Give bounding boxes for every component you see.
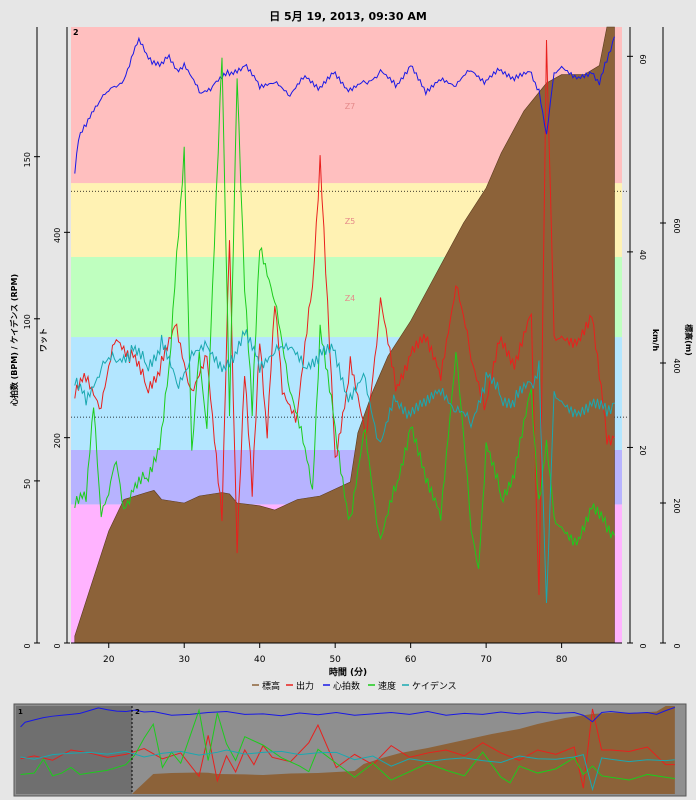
data-series — [74, 26, 615, 644]
overview-line — [20, 749, 675, 792]
chart-title: 日 5月 19, 2013, 09:30 AM — [269, 10, 427, 23]
hr_cad-tick-label: 150 — [23, 152, 32, 167]
watts-axis-label: ワット — [39, 328, 48, 352]
x-tick-label: 60 — [405, 655, 417, 665]
overview-line — [20, 706, 676, 728]
altitude-tick-label: 600 — [672, 218, 681, 233]
series-area-altitude — [74, 26, 615, 644]
legend-entry: 心拍数 — [333, 680, 360, 692]
hr_cad-tick-label: 50 — [23, 479, 32, 489]
zone-label: Z5 — [345, 217, 356, 226]
interval-marker: 2 — [73, 28, 79, 37]
speed-axis-label: km/h — [651, 329, 660, 352]
speed-tick-label: 60 — [638, 54, 647, 64]
legend-entry: ケイデンス — [412, 680, 457, 692]
altitude-tick-label: 200 — [672, 498, 681, 513]
legend-entry: 標高 — [262, 680, 280, 692]
watts-tick-label: 400 — [53, 228, 62, 243]
overview-marker: 1 — [18, 708, 23, 716]
x-tick-label: 50 — [329, 655, 341, 665]
overview-line — [20, 708, 675, 789]
altitude-tick-label: 0 — [672, 643, 681, 648]
series-line — [74, 36, 615, 174]
x-tick-label: 40 — [254, 655, 266, 665]
speed-tick-label: 20 — [638, 445, 647, 455]
hr_cad-tick-label: 100 — [23, 314, 32, 329]
overview-line — [20, 708, 675, 784]
altitude-tick-label: 400 — [672, 358, 681, 373]
overview-area — [132, 706, 675, 794]
watts-tick-label: 0 — [53, 643, 62, 648]
watts-tick-label: 200 — [53, 433, 62, 448]
series-line — [74, 39, 615, 596]
series-line — [74, 57, 615, 569]
overview-marker: 2 — [135, 708, 140, 716]
zone-label: Z7 — [345, 102, 356, 111]
series-line — [74, 329, 615, 604]
hr_cad-tick-label: 0 — [23, 643, 32, 648]
x-axis-label: 時間 (分) — [329, 666, 367, 678]
legend-entry: 速度 — [378, 680, 396, 692]
x-tick-label: 20 — [103, 655, 115, 665]
speed-tick-label: 0 — [638, 643, 647, 648]
x-tick-label: 70 — [480, 655, 492, 665]
speed-tick-label: 40 — [638, 250, 647, 260]
legend-entry: 出力 — [296, 680, 314, 692]
zone-label: Z4 — [345, 294, 356, 303]
legend: 標高 出力 心拍数 速度 ケイデンス — [252, 680, 457, 692]
altitude-axis-label: 標高(m) — [684, 324, 694, 356]
x-tick-label: 30 — [178, 655, 190, 665]
hr_cad-axis-label: 心拍数 (BPM) / ケイデンス (RPM) — [9, 274, 19, 406]
x-tick-label: 80 — [556, 655, 568, 665]
